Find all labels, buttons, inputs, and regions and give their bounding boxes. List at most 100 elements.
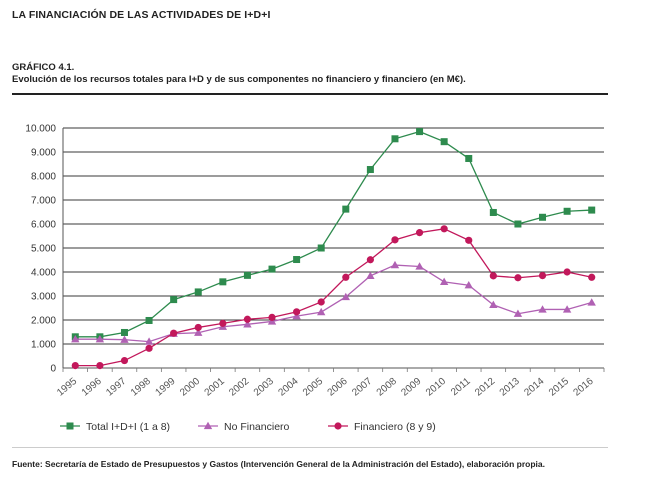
total-point <box>194 288 202 296</box>
x-tick-label: 2007 <box>350 376 374 399</box>
total-point <box>366 166 374 174</box>
no-financiero-point <box>415 262 424 270</box>
no-financiero-point <box>489 300 498 309</box>
x-tick-label: 1997 <box>104 376 128 399</box>
financiero-point <box>120 356 129 365</box>
financiero-point <box>71 362 79 370</box>
total-point <box>465 154 473 162</box>
y-tick-label: 1.000 <box>31 340 56 351</box>
no-financiero-point <box>587 298 596 306</box>
y-tick-label: 7.000 <box>31 196 56 207</box>
legend-financiero-label: Financiero (8 y 9) <box>354 421 436 433</box>
x-tick-label: 1995 <box>55 376 79 399</box>
x-tick-label: 2013 <box>498 376 522 399</box>
financiero-point <box>170 329 178 337</box>
financiero-point <box>317 298 325 306</box>
no-financiero-point <box>562 305 572 313</box>
financiero-point <box>145 344 153 352</box>
total-point <box>514 220 522 228</box>
financiero-point <box>342 273 350 281</box>
financiero-point <box>588 273 596 281</box>
x-tick-label: 2015 <box>547 376 571 399</box>
no-financiero-point <box>317 307 326 316</box>
financiero-point <box>538 272 547 280</box>
x-tick-label: 2008 <box>375 376 399 399</box>
total-line <box>75 130 592 338</box>
financiero-point <box>563 268 571 276</box>
financiero-point <box>293 308 301 316</box>
x-tick-label: 1996 <box>80 376 104 399</box>
no-financiero-point <box>366 271 375 279</box>
x-tick-label: 2002 <box>227 376 251 399</box>
no-financiero-point <box>71 335 80 343</box>
figure-divider <box>12 93 608 95</box>
y-tick-label: 6.000 <box>31 220 56 231</box>
x-tick-label: 2016 <box>572 376 596 399</box>
no-financiero-line <box>75 264 592 343</box>
section-title: LA FINANCIACIÓN DE LAS ACTIVIDADES DE I+… <box>12 9 271 21</box>
x-tick-label: 2000 <box>178 376 202 399</box>
total-point <box>120 328 128 336</box>
y-tick-label: 0 <box>50 364 56 375</box>
legend-total-label: Total I+D+I (1 a 8) <box>86 421 170 433</box>
total-point <box>416 128 424 136</box>
total-point <box>293 256 301 264</box>
total-point <box>317 244 325 252</box>
y-tick-label: 9.000 <box>31 148 56 159</box>
no-financiero-point <box>95 335 105 343</box>
no-financiero-point <box>120 335 129 343</box>
x-tick-label: 2006 <box>326 376 350 399</box>
y-tick-label: 10.000 <box>25 124 56 135</box>
source-note: Fuente: Secretaría de Estado de Presupue… <box>12 459 545 469</box>
no-financiero-point <box>513 309 523 317</box>
total-point <box>391 135 399 143</box>
total-point <box>440 138 448 146</box>
y-tick-label: 4.000 <box>31 268 56 279</box>
financiero-point <box>391 236 399 244</box>
y-tick-label: 5.000 <box>31 244 56 255</box>
total-point <box>268 265 276 273</box>
financiero-point <box>415 229 424 237</box>
no-financiero-point <box>390 260 400 269</box>
line-chart: 0 1.000 2.000 3.000 4.000 5.000 6.000 7.000 8.00… <box>25 124 605 433</box>
total-point <box>243 271 251 279</box>
financiero-line <box>75 228 592 367</box>
x-tick-label: 2005 <box>301 376 325 399</box>
x-tick-label: 2009 <box>399 376 423 399</box>
total-point <box>489 208 497 216</box>
x-tick-label: 1998 <box>129 376 153 399</box>
x-tick-label: 2012 <box>473 376 497 399</box>
total-point <box>342 205 350 213</box>
x-tick-label: 2003 <box>252 376 276 399</box>
figure-number: GRÁFICO 4.1. <box>12 62 75 73</box>
figure-caption: Evolución de los recursos totales para I… <box>12 74 466 85</box>
source-divider <box>12 447 608 448</box>
financiero-point <box>96 362 104 370</box>
legend-no-financiero-label: No Financiero <box>224 421 290 433</box>
no-financiero-point <box>292 311 301 320</box>
financiero-point <box>514 274 522 282</box>
y-tick-label: 2.000 <box>31 316 56 327</box>
x-tick-label: 2010 <box>424 376 448 399</box>
no-financiero-point <box>144 337 154 345</box>
x-tick-label: 2004 <box>276 376 300 399</box>
financiero-point <box>243 315 252 323</box>
total-point <box>170 296 178 304</box>
financiero-point <box>219 319 227 327</box>
no-financiero-point <box>538 305 547 313</box>
no-financiero-point <box>464 281 473 289</box>
legend-total-marker <box>66 422 74 430</box>
no-financiero-point <box>243 320 252 328</box>
financiero-point <box>440 225 448 233</box>
total-point <box>145 316 153 324</box>
x-tick-label: 1999 <box>153 376 177 399</box>
total-point <box>588 206 596 214</box>
x-tick-label: 2014 <box>522 376 546 399</box>
no-financiero-point <box>439 277 449 285</box>
total-point <box>219 278 227 286</box>
financiero-point <box>194 323 202 332</box>
financiero-point <box>366 256 374 264</box>
no-financiero-point <box>194 328 203 336</box>
y-tick-label: 8.000 <box>31 172 56 183</box>
legend-no-financiero-marker <box>203 421 213 430</box>
